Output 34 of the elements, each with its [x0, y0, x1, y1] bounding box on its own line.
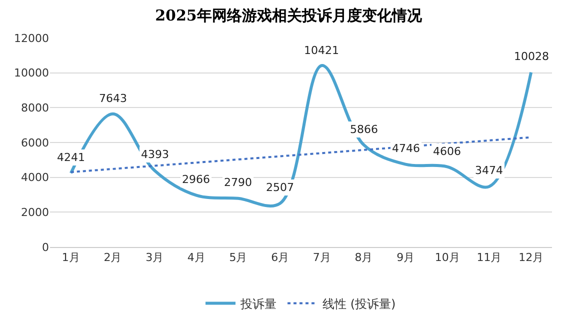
- data-label: 10028: [514, 50, 549, 63]
- data-label: 10421: [304, 44, 339, 57]
- x-tick-label: 4月: [187, 251, 206, 264]
- data-label: 5866: [350, 123, 378, 136]
- x-tick-label: 12月: [518, 251, 544, 264]
- data-label: 7643: [99, 92, 127, 105]
- chart-title: 2025年网络游戏相关投诉月度变化情况: [155, 6, 423, 24]
- data-label: 2507: [266, 181, 294, 194]
- x-tick-label: 11月: [476, 251, 502, 264]
- data-label: 4606: [433, 145, 461, 158]
- legend-label: 投诉量: [240, 296, 276, 311]
- x-tick-label: 7月: [312, 251, 331, 264]
- x-tick-label: 3月: [146, 251, 164, 264]
- y-tick-label: 2000: [21, 206, 49, 220]
- data-label: 2966: [182, 173, 210, 186]
- y-tick-label: 6000: [21, 136, 49, 150]
- x-tick-label: 10月: [434, 251, 460, 264]
- y-tick-label: 4000: [21, 171, 49, 184]
- x-tick-label: 2月: [104, 251, 122, 264]
- data-label: 2790: [224, 176, 252, 189]
- y-tick-label: 0: [42, 240, 49, 254]
- data-label: 3474: [475, 164, 503, 177]
- x-tick-label: 1月: [62, 251, 80, 264]
- y-tick-label: 12000: [14, 32, 49, 45]
- data-label: 4746: [392, 142, 420, 155]
- legend-label: 线性 (投诉量): [322, 296, 396, 311]
- x-tick-label: 8月: [354, 251, 373, 264]
- x-tick-label: 9月: [396, 251, 415, 264]
- y-tick-label: 8000: [21, 102, 49, 115]
- data-label: 4393: [141, 148, 169, 161]
- y-tick-label: 10000: [14, 66, 49, 80]
- x-tick-label: 6月: [271, 251, 290, 264]
- data-label: 4241: [57, 151, 85, 164]
- x-tick-label: 5月: [229, 251, 248, 264]
